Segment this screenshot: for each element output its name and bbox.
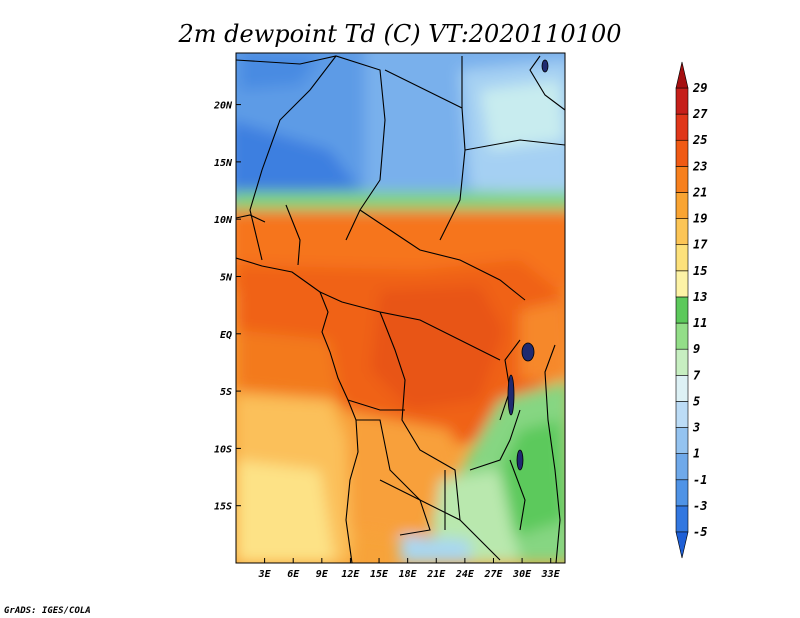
colorbar-swatch bbox=[675, 453, 689, 481]
x-tick-label: 24E bbox=[455, 569, 475, 580]
x-tick-label: 33E bbox=[541, 569, 561, 580]
x-tick-label: 30E bbox=[512, 569, 532, 580]
colorbar-swatch bbox=[675, 322, 689, 350]
colorbar-swatch bbox=[675, 401, 689, 428]
y-tick-label: EQ bbox=[220, 330, 232, 341]
colorbar-label: 15 bbox=[693, 264, 707, 278]
colorbar-swatch bbox=[675, 270, 689, 298]
colorbar-swatch bbox=[675, 374, 689, 402]
map-frame bbox=[235, 52, 566, 564]
map-axes: 3E 6E 9E 12E 15E 18E 21E 24E 27E 30E 33E 20N 15N 10N 5… bbox=[213, 101, 561, 580]
x-tick-label: 18E bbox=[399, 569, 418, 580]
x-tick-label: 6E bbox=[287, 569, 300, 580]
x-tick-label: 12E bbox=[341, 569, 360, 580]
y-tick-label: 15N bbox=[214, 158, 233, 169]
lakes bbox=[507, 59, 549, 471]
colorbar-label: 11 bbox=[693, 316, 707, 330]
colorbar-swatch bbox=[675, 113, 689, 141]
y-tick-label: 10N bbox=[214, 215, 233, 226]
colorbar-swatch bbox=[675, 139, 689, 167]
colorbar-swatch bbox=[675, 218, 689, 246]
colorbar-swatch bbox=[675, 505, 689, 533]
colorbar-min-arrow bbox=[675, 531, 689, 559]
colorbar-label: 17 bbox=[693, 238, 708, 252]
x-tick-label: 15E bbox=[370, 569, 389, 580]
colorbar-label: 3 bbox=[692, 421, 700, 435]
y-tick-label: 15S bbox=[214, 502, 232, 513]
colorbar-swatch bbox=[675, 192, 689, 219]
colorbar-label: -5 bbox=[693, 525, 707, 539]
colorbar-label: 29 bbox=[692, 81, 707, 95]
colorbar-swatch bbox=[675, 296, 689, 324]
y-tick-label: 20N bbox=[213, 101, 233, 112]
colorbar-label: 27 bbox=[692, 107, 708, 121]
colorbar-label: -1 bbox=[693, 473, 707, 487]
colorbar-swatch bbox=[675, 87, 689, 115]
y-tick-label: 5S bbox=[220, 387, 232, 398]
colorbar-swatch bbox=[675, 348, 689, 376]
y-tick-label: 10S bbox=[214, 444, 232, 455]
colorbar-label: 1 bbox=[693, 447, 700, 461]
colorbar-swatch bbox=[675, 479, 689, 507]
colorbar-label: 23 bbox=[692, 159, 707, 173]
x-tick-label: 21E bbox=[426, 569, 446, 580]
colorbar-swatch bbox=[675, 244, 689, 272]
colorbar-label: 25 bbox=[692, 133, 707, 147]
x-tick-label: 9E bbox=[316, 569, 329, 580]
colorbar-max-arrow bbox=[675, 61, 689, 89]
x-tick-label: 27E bbox=[483, 569, 503, 580]
colorbar-label: -3 bbox=[693, 499, 707, 513]
colorbar-label: 19 bbox=[693, 212, 707, 226]
colorbar-label: 9 bbox=[693, 342, 700, 356]
country-boundaries bbox=[236, 55, 565, 563]
map-title: 2m dewpoint Td (C) VT:2020110100 bbox=[178, 20, 622, 48]
map-panel bbox=[236, 53, 565, 563]
colorbar-label: 13 bbox=[693, 290, 707, 304]
colorbar-swatch bbox=[675, 166, 689, 193]
colorbar-label: 7 bbox=[693, 368, 701, 382]
colorbar: 29 27 25 23 21 19 17 15 13 11 9 7 5 3 1 -1 -3 -5 bbox=[675, 61, 708, 559]
colorbar-swatch bbox=[675, 427, 689, 454]
dewpoint-field bbox=[236, 53, 565, 563]
colorbar-label: 21 bbox=[692, 185, 707, 199]
credit-label: GrADS: IGES/COLA bbox=[4, 606, 91, 616]
colorbar-label: 5 bbox=[693, 394, 700, 408]
y-tick-label: 5N bbox=[220, 272, 233, 283]
x-tick-label: 3E bbox=[258, 569, 272, 580]
